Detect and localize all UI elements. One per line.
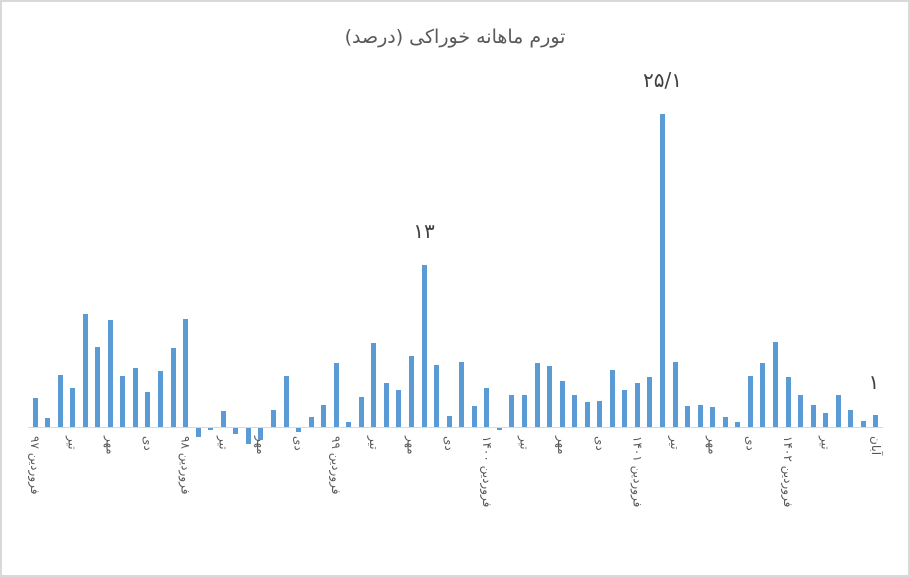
bar: [283, 375, 289, 427]
bar: [170, 348, 176, 427]
bar: [145, 392, 151, 427]
bar: [208, 428, 214, 431]
x-tick-label: فروردین ۱۴۰۲: [781, 436, 795, 508]
x-tick-label: مهر: [103, 436, 118, 455]
x-tick-label: تیر: [818, 436, 833, 450]
bar: [710, 407, 716, 427]
bar: [559, 380, 565, 427]
bar: [685, 405, 691, 427]
x-tick-label: دی: [442, 436, 457, 451]
bar: [233, 428, 239, 435]
data-label: ۱۳: [413, 218, 435, 243]
bar: [484, 388, 490, 427]
bar: [158, 370, 163, 427]
bar: [848, 409, 854, 427]
bar: [609, 369, 615, 427]
bar: [45, 418, 51, 427]
bar: [434, 364, 440, 427]
bar: [509, 394, 515, 427]
bar: [584, 402, 590, 427]
bar: [245, 428, 251, 445]
bar: [371, 343, 377, 427]
bar: [534, 363, 540, 427]
bar: [446, 415, 452, 427]
x-tick-label: فروردین ۹۸: [178, 436, 193, 495]
bar: [722, 417, 728, 427]
bar: [835, 394, 841, 427]
bar: [785, 377, 791, 427]
bar: [296, 428, 302, 432]
bar: [860, 420, 866, 427]
chart-title: تورم ماهانه خوراکی (درصد): [344, 26, 566, 48]
bar: [333, 363, 339, 427]
bar: [873, 414, 879, 427]
bar: [572, 394, 578, 427]
bar: [798, 394, 804, 427]
bar: [735, 422, 741, 427]
x-tick-label: تیر: [517, 436, 532, 450]
x-tick-label: آبان: [868, 436, 883, 456]
bar: [358, 397, 364, 427]
bar: [672, 362, 678, 427]
bar: [647, 377, 653, 427]
bar: [70, 388, 76, 427]
x-tick-label: فروردین ۹۹: [329, 436, 344, 495]
x-tick-label: دی: [743, 436, 758, 451]
bar: [258, 428, 264, 441]
bar: [471, 405, 477, 427]
bar: [810, 404, 816, 427]
bar: [321, 404, 327, 427]
x-tick-label: مهر: [705, 436, 720, 455]
bar: [220, 410, 226, 427]
bar: [421, 264, 427, 427]
bar: [82, 313, 88, 427]
bar: [308, 417, 314, 427]
bar: [547, 365, 553, 427]
x-tick-label: دی: [291, 436, 306, 451]
x-tick-label: مهر: [555, 436, 570, 455]
bar: [823, 413, 829, 427]
bar: [459, 362, 465, 427]
x-tick-label: فروردین ۱۴۰۱: [630, 436, 645, 508]
bar: [409, 355, 414, 427]
bar: [634, 383, 640, 427]
bar: [383, 383, 389, 427]
bar: [747, 375, 753, 427]
bar: [107, 319, 113, 427]
data-label: ۱: [868, 370, 880, 394]
bar: [622, 389, 628, 427]
x-tick-label: دی: [592, 436, 607, 451]
data-label: ۲۵/۱: [643, 68, 682, 92]
bar: [120, 375, 126, 427]
x-tick-label: فروردین ۹۷: [28, 436, 42, 495]
bar: [57, 374, 63, 427]
bar: [521, 394, 527, 427]
bar: [132, 368, 138, 427]
bar: [346, 422, 352, 427]
x-axis-line: [28, 427, 883, 428]
x-tick-label: فروردین ۱۴۰۰: [479, 436, 494, 508]
bar: [496, 428, 502, 431]
bar: [760, 363, 766, 427]
bar: [396, 389, 402, 427]
bar: [270, 409, 276, 427]
bar: [772, 342, 778, 427]
bar: [195, 428, 201, 437]
x-tick-label: تیر: [668, 436, 683, 450]
bar: [660, 114, 665, 427]
x-tick-label: تیر: [366, 436, 381, 450]
x-tick-label: مهر: [253, 436, 268, 455]
bar: [597, 400, 603, 427]
bar: [95, 347, 101, 427]
x-tick-label: تیر: [216, 436, 231, 450]
bar: [183, 318, 189, 427]
x-tick-label: تیر: [65, 436, 80, 450]
bar: [697, 404, 703, 427]
x-tick-label: دی: [140, 436, 155, 451]
x-tick-label: مهر: [404, 436, 419, 455]
bar: [32, 398, 38, 427]
